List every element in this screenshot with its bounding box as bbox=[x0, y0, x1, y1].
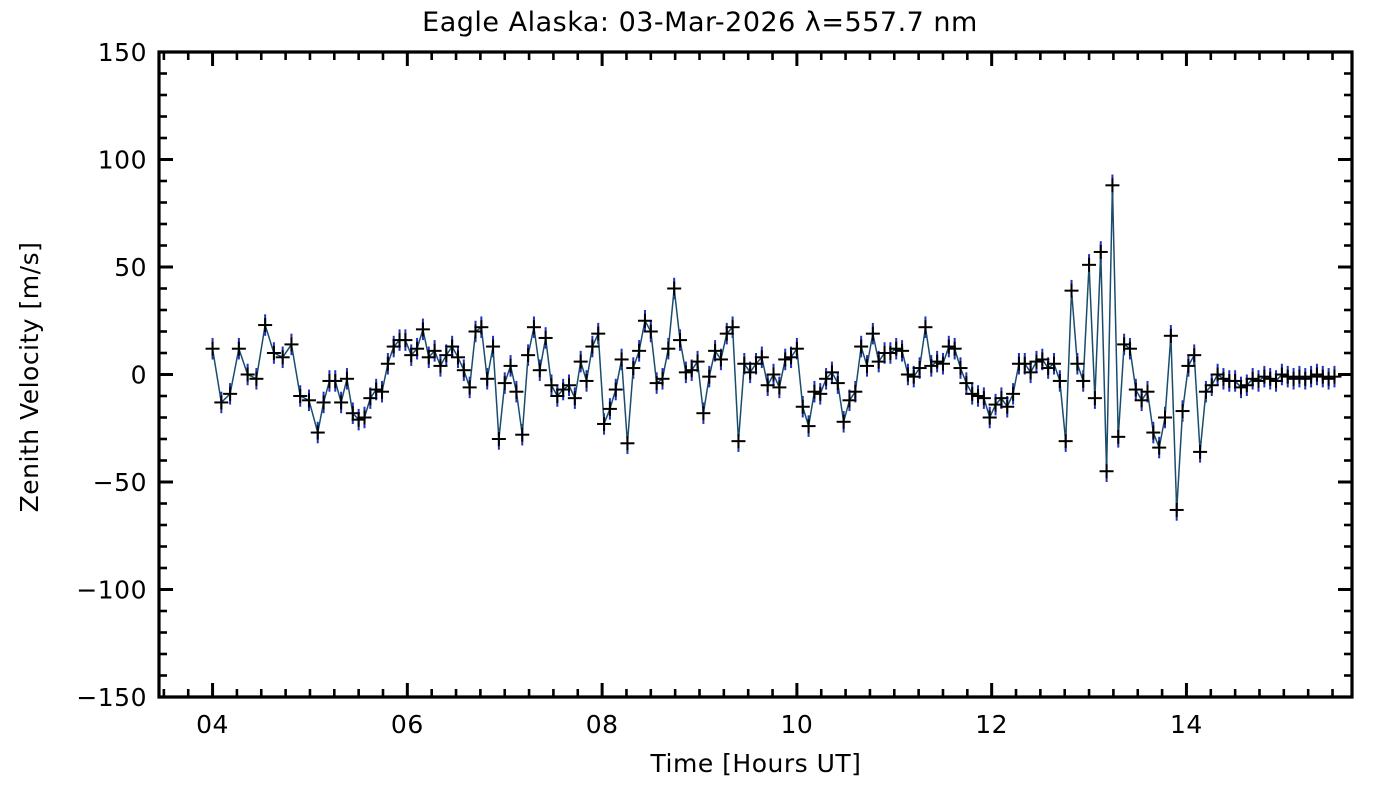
x-axis-ticks bbox=[162, 52, 1334, 697]
chart-title: Eagle Alaska: 03-Mar-2026 λ=557.7 nm bbox=[422, 7, 978, 38]
x-tick-label: 08 bbox=[586, 710, 619, 739]
y-tick-label: −100 bbox=[76, 576, 147, 605]
y-axis-title: Zenith Velocity [m/s] bbox=[15, 242, 44, 513]
y-tick-label: 50 bbox=[114, 253, 147, 282]
x-tick-label: 06 bbox=[391, 710, 424, 739]
series-polyline bbox=[211, 184, 1336, 511]
data-point-markers bbox=[205, 178, 1342, 517]
y-axis-tick-labels: −150 −100 −50 0 50 100 150 bbox=[76, 38, 147, 712]
y-tick-label: 100 bbox=[98, 146, 147, 175]
chart-title-group: Eagle Alaska: 03-Mar-2026 λ=557.7 nm bbox=[422, 7, 978, 38]
data-series-line bbox=[211, 184, 1336, 511]
x-axis-title-group: Time [Hours UT] bbox=[650, 749, 862, 778]
x-tick-label: 14 bbox=[1170, 710, 1203, 739]
error-bars bbox=[211, 174, 1336, 521]
x-tick-label: 10 bbox=[780, 710, 813, 739]
x-tick-label: 04 bbox=[196, 710, 229, 739]
y-tick-label: −150 bbox=[76, 683, 147, 712]
x-axis-title: Time [Hours UT] bbox=[650, 749, 862, 778]
y-tick-label: −50 bbox=[93, 468, 147, 497]
y-axis-ticks bbox=[159, 50, 1352, 699]
y-tick-label: 150 bbox=[98, 38, 147, 67]
y-tick-label: 0 bbox=[131, 361, 147, 390]
y-axis-title-group: Zenith Velocity [m/s] bbox=[15, 242, 44, 513]
x-tick-label: 12 bbox=[975, 710, 1008, 739]
x-axis-tick-labels: 04 06 08 10 12 14 bbox=[196, 710, 1203, 739]
